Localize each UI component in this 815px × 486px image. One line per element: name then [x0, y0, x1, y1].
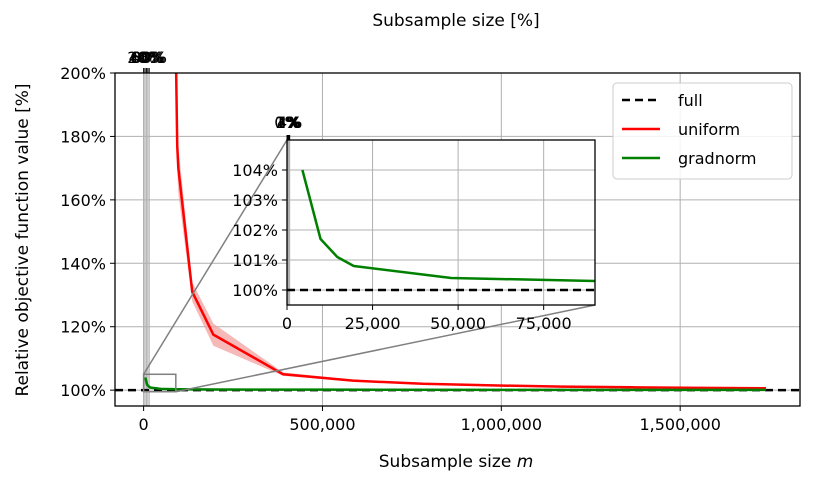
inset-secondary-x-tick-label: 4%	[277, 113, 302, 132]
inset-y-tick-label: 100%	[232, 281, 278, 300]
inset-y-tick-label: 103%	[232, 191, 278, 210]
x-tick-label: 1,000,000	[461, 415, 542, 434]
inset-y-tick-label: 104%	[232, 161, 278, 180]
y-tick-label: 200%	[60, 64, 106, 83]
inset-x-tick-label: 0	[282, 314, 292, 333]
inset-x-tick-label: 25,000	[345, 314, 401, 333]
x-axis-label: Subsample size m	[379, 452, 534, 472]
inset-frame	[286, 139, 596, 306]
legend-label-full: full	[678, 91, 703, 110]
inset-x-tick-label: 75,000	[516, 314, 572, 333]
inset-secondary-x-tick-label: 3%	[276, 113, 301, 132]
secondary-x-tick-label: 40%	[129, 48, 165, 67]
series-line-uniform	[174, 73, 767, 390]
zoom-connector-line	[142, 139, 288, 375]
y-tick-label: 140%	[60, 254, 106, 273]
zoom-region-box	[142, 373, 177, 393]
legend: full uniform gradnorm	[612, 82, 793, 180]
secondary-x-axis-label: Subsample size [%]	[372, 11, 539, 31]
inset-x-tick-label: 50,000	[430, 314, 486, 333]
main-plot: 0 500,000 1,000,000 1,500,000 100% 120% 140% 16…	[60, 48, 801, 434]
inset-secondary-x-tick-label: 1%	[275, 113, 300, 132]
main-plot-frame	[114, 72, 801, 407]
inset-y-tick-label: 101%	[232, 251, 278, 270]
legend-box	[612, 82, 793, 180]
secondary-x-tick-label: 20%	[127, 48, 163, 67]
inset-y-tick-label: 102%	[232, 221, 278, 240]
secondary-x-tick-label: 80%	[131, 48, 167, 67]
x-tick-label: 500,000	[289, 415, 355, 434]
legend-label-uniform: uniform	[678, 120, 740, 139]
inset-series-line-gradnorm	[301, 169, 595, 283]
y-tick-label: 160%	[60, 191, 106, 210]
secondary-x-tick-label: 0%	[131, 48, 156, 67]
inset-secondary-x-tick-label: 2%	[276, 113, 301, 132]
inset-series-layer	[287, 169, 595, 292]
inset-plot: 0 25,000 50,000 75,000 100% 101% 102% 103% 104% 0…	[232, 113, 596, 333]
inset-secondary-x-tick-label: 0%	[274, 113, 299, 132]
y-tick-label: 120%	[60, 318, 106, 337]
y-tick-label: 100%	[60, 381, 106, 400]
x-tick-label: 1,500,000	[639, 415, 720, 434]
legend-label-gradnorm: gradnorm	[678, 149, 757, 168]
y-axis-label: Relative objective function value [%]	[13, 83, 33, 396]
x-tick-label: 0	[139, 415, 149, 434]
zoom-connector-line	[175, 304, 596, 393]
y-tick-label: 180%	[60, 127, 106, 146]
secondary-x-tick-label: 60%	[130, 48, 166, 67]
